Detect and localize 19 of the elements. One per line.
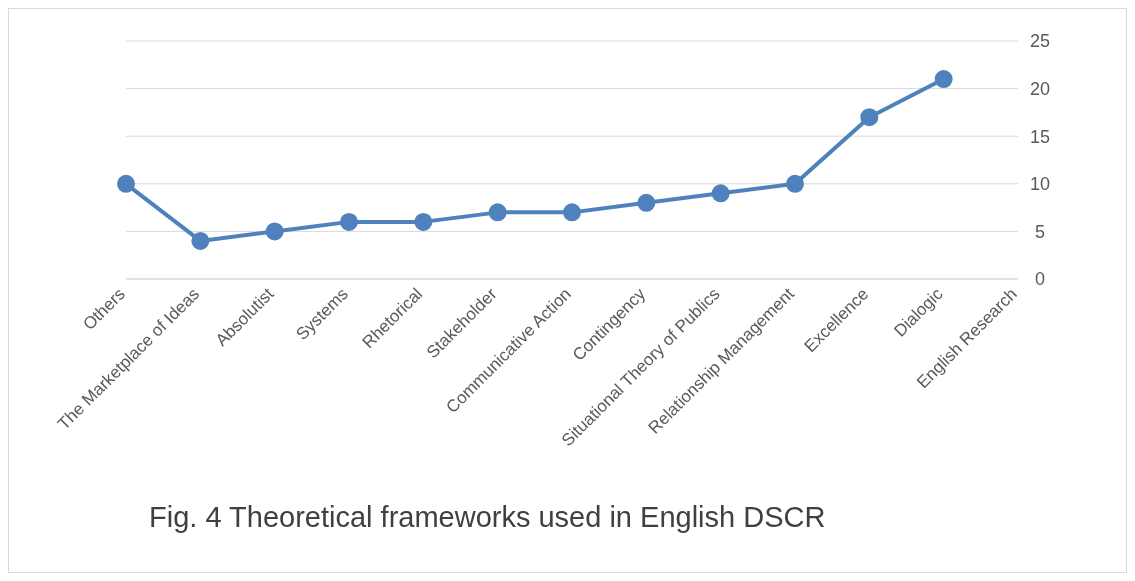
point [488,203,507,222]
point [340,212,358,231]
point [711,184,730,203]
y-tick-label: 15 [1029,126,1051,147]
point [786,174,804,193]
point [191,231,210,250]
y-tick-label: 20 [1029,78,1051,99]
point [934,70,953,89]
y-tick-label: 0 [1034,269,1046,290]
point [265,222,284,241]
y-tick-label: 25 [1029,31,1051,52]
point [637,193,656,212]
point [117,174,135,193]
point [414,212,433,231]
point [860,108,879,127]
point [563,203,581,222]
y-tick-label: 5 [1034,221,1046,242]
text: Fig. 4 Theoretical frameworks used in English DSCR [149,501,826,534]
y-tick-label: 10 [1029,174,1051,195]
